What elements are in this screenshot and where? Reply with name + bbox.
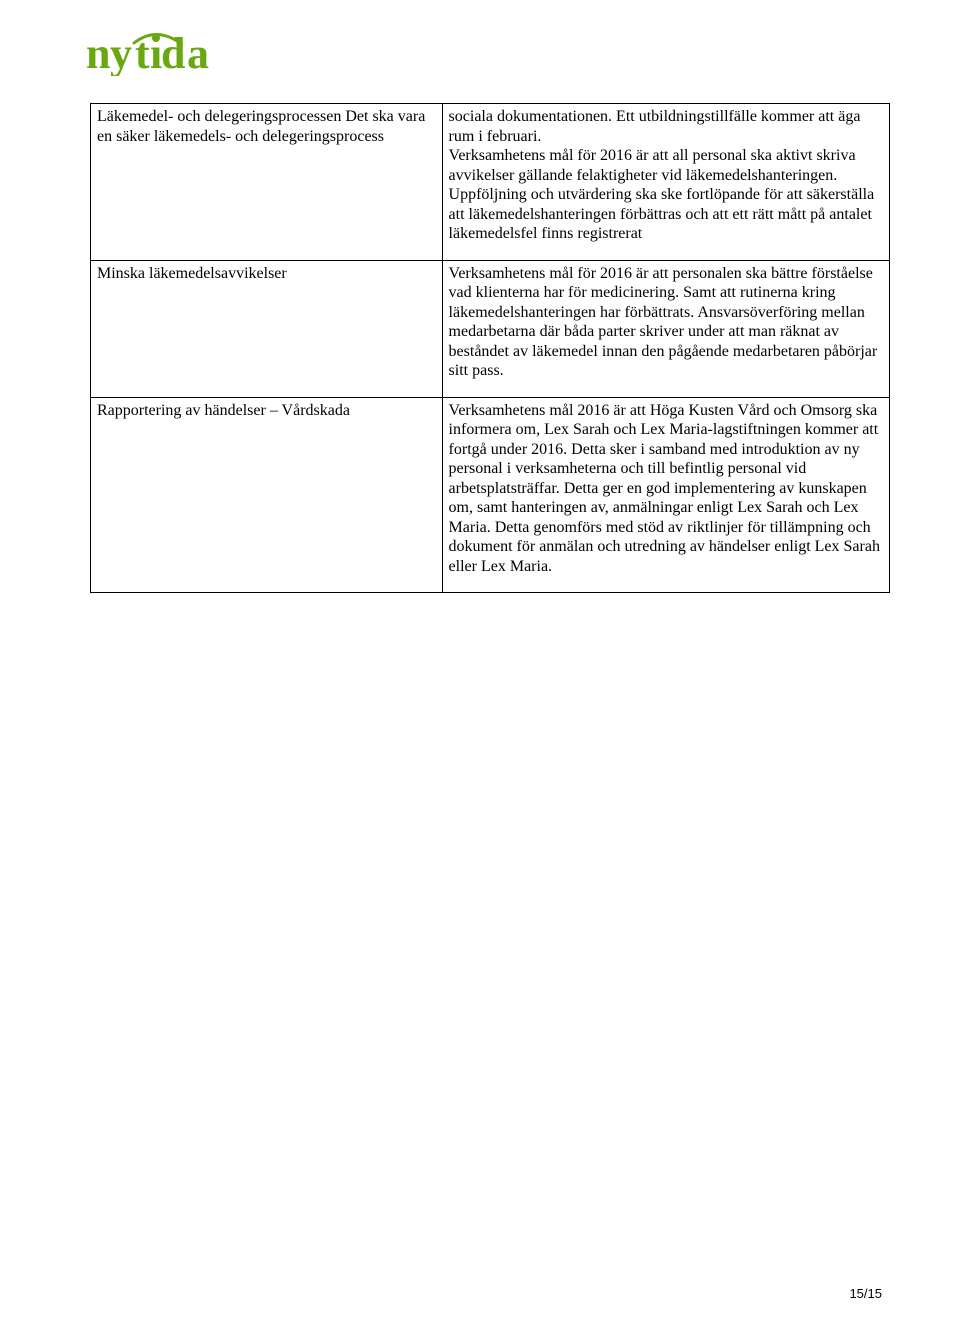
table-row: Läkemedel- och delegeringsprocessen Det … (91, 104, 890, 261)
page-number: 15/15 (849, 1286, 882, 1301)
table-row: Rapportering av händelser – Vårdskada Ve… (91, 397, 890, 593)
cell-left: Rapportering av händelser – Vårdskada (91, 397, 443, 593)
cell-right: Verksamhetens mål för 2016 är att person… (442, 260, 889, 397)
logo-container: n y t ı d a (86, 30, 890, 81)
cell-text: Läkemedel- och delegeringsprocessen Det … (97, 108, 425, 145)
nytida-logo: n y t ı d a (86, 30, 266, 76)
cell-text: Verksamhetens mål 2016 är att Höga Kuste… (449, 402, 880, 575)
document-page: n y t ı d a Läkemedel- och delegeringspr… (0, 0, 960, 643)
cell-text: Minska läkemedelsavvikelser (97, 265, 287, 282)
cell-text: sociala dokumentationen. Ett utbildnings… (449, 108, 875, 242)
svg-text:y: y (110, 30, 132, 76)
content-table: Läkemedel- och delegeringsprocessen Det … (90, 103, 890, 593)
cell-right: Verksamhetens mål 2016 är att Höga Kuste… (442, 397, 889, 593)
cell-text: Verksamhetens mål för 2016 är att person… (449, 265, 878, 380)
cell-left: Minska läkemedelsavvikelser (91, 260, 443, 397)
cell-left: Läkemedel- och delegeringsprocessen Det … (91, 104, 443, 261)
cell-right: sociala dokumentationen. Ett utbildnings… (442, 104, 889, 261)
table-row: Minska läkemedelsavvikelser Verksamheten… (91, 260, 890, 397)
cell-text: Rapportering av händelser – Vårdskada (97, 402, 350, 419)
svg-text:a: a (187, 30, 209, 76)
svg-text:n: n (86, 30, 110, 76)
